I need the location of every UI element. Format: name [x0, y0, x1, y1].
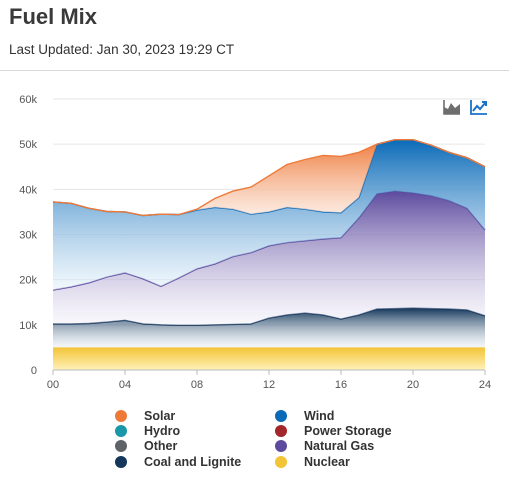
legend-label: Nuclear: [304, 454, 350, 469]
legend-item-coal-and-lignite[interactable]: Coal and Lignite: [115, 454, 275, 469]
page-title: Fuel Mix: [9, 4, 98, 29]
x-tick-label: 00: [47, 379, 59, 390]
legend-swatch: [115, 409, 127, 422]
y-tick-label: 40k: [19, 184, 37, 196]
legend-label: Other: [144, 439, 178, 454]
y-tick-label: 0: [31, 365, 37, 377]
legend-swatch: [115, 455, 127, 468]
legend-item-natural-gas[interactable]: Natural Gas: [275, 439, 415, 454]
x-tick-label: 08: [191, 379, 203, 390]
area-chart-icon[interactable]: [443, 99, 461, 115]
legend-swatch: [275, 424, 287, 437]
x-tick-label: 20: [407, 379, 419, 390]
line-chart-icon[interactable]: [470, 99, 488, 115]
legend-swatch: [275, 409, 287, 422]
area-wind: [53, 139, 485, 291]
legend-item-solar[interactable]: Solar: [115, 408, 275, 423]
legend-label: Coal and Lignite: [144, 454, 242, 469]
legend-item-wind[interactable]: Wind: [275, 408, 415, 423]
legend-label: Wind: [304, 408, 335, 423]
legend-item-nuclear[interactable]: Nuclear: [275, 454, 415, 469]
line-solar: [52, 139, 486, 217]
area-natural-gas: [53, 191, 485, 326]
y-tick-label: 30k: [19, 230, 37, 242]
chart-view-toggle: [443, 99, 488, 115]
legend-label: Power Storage: [304, 423, 392, 438]
legend-label: Hydro: [144, 423, 181, 438]
area-solar: [53, 139, 485, 216]
chart-legend: Solar Wind Hydro Power Storage Other Natural …: [115, 408, 415, 469]
legend-label: Solar: [144, 408, 176, 423]
legend-swatch: [275, 440, 287, 453]
legend-item-other[interactable]: Other: [115, 439, 275, 454]
area-coal-and-lignite: [53, 308, 485, 348]
y-tick-label: 20k: [19, 275, 37, 287]
legend-swatch: [275, 455, 287, 468]
y-tick-label: 60k: [19, 94, 37, 106]
legend-swatch: [115, 440, 127, 453]
legend-label: Natural Gas: [304, 439, 375, 454]
x-tick-label: 12: [263, 379, 275, 390]
divider: [0, 70, 509, 71]
legend-item-power-storage[interactable]: Power Storage: [275, 423, 415, 438]
area-nuclear: [53, 347, 485, 370]
x-tick-label: 04: [119, 379, 131, 390]
legend-swatch: [115, 424, 127, 437]
y-tick-label: 50k: [19, 139, 37, 151]
y-tick-label: 10k: [19, 320, 37, 332]
x-tick-label: 24: [479, 379, 491, 390]
last-updated-text: Last Updated: Jan 30, 2023 19:29 CT: [9, 42, 235, 57]
chart-svg: 0 10k 20k 30k 40k 50k 60k 00 04 08 12 16 20 24: [19, 94, 491, 390]
x-tick-label: 16: [335, 379, 347, 390]
fuel-mix-chart: 0 10k 20k 30k 40k 50k 60k 00 04 08 12 16 20 24: [0, 80, 509, 390]
legend-item-hydro[interactable]: Hydro: [115, 423, 275, 438]
